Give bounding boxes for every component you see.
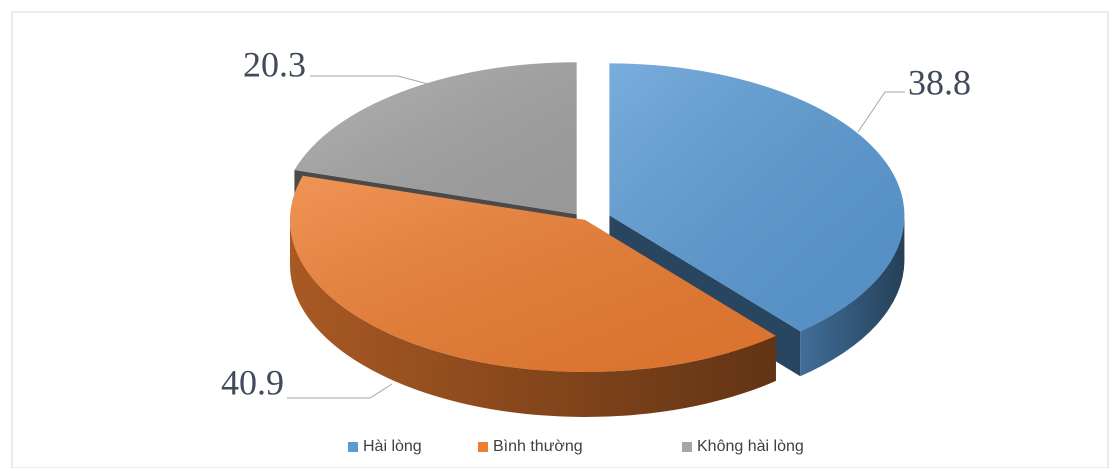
- leader-line: [857, 91, 905, 133]
- legend-label: Hài lòng: [363, 438, 422, 455]
- slice-highlight: [290, 175, 776, 372]
- data-label: 38.8: [908, 62, 971, 102]
- slice-wall-shade: [800, 215, 905, 377]
- leader-line: [287, 383, 393, 399]
- data-label: 20.3: [243, 44, 306, 84]
- data-label: 40.9: [221, 362, 284, 402]
- slice-wall-shade: [290, 220, 776, 418]
- legend-label: Bình thường: [493, 438, 583, 455]
- slice-highlight: [609, 63, 905, 332]
- pie-slice-group: [290, 175, 776, 418]
- legend-swatch: [478, 442, 488, 452]
- legend-label: Không hài lòng: [697, 438, 804, 455]
- leader-line: [310, 75, 429, 85]
- legend-swatch: [348, 442, 358, 452]
- legend-swatch: [682, 442, 692, 452]
- slice-highlight: [294, 62, 577, 215]
